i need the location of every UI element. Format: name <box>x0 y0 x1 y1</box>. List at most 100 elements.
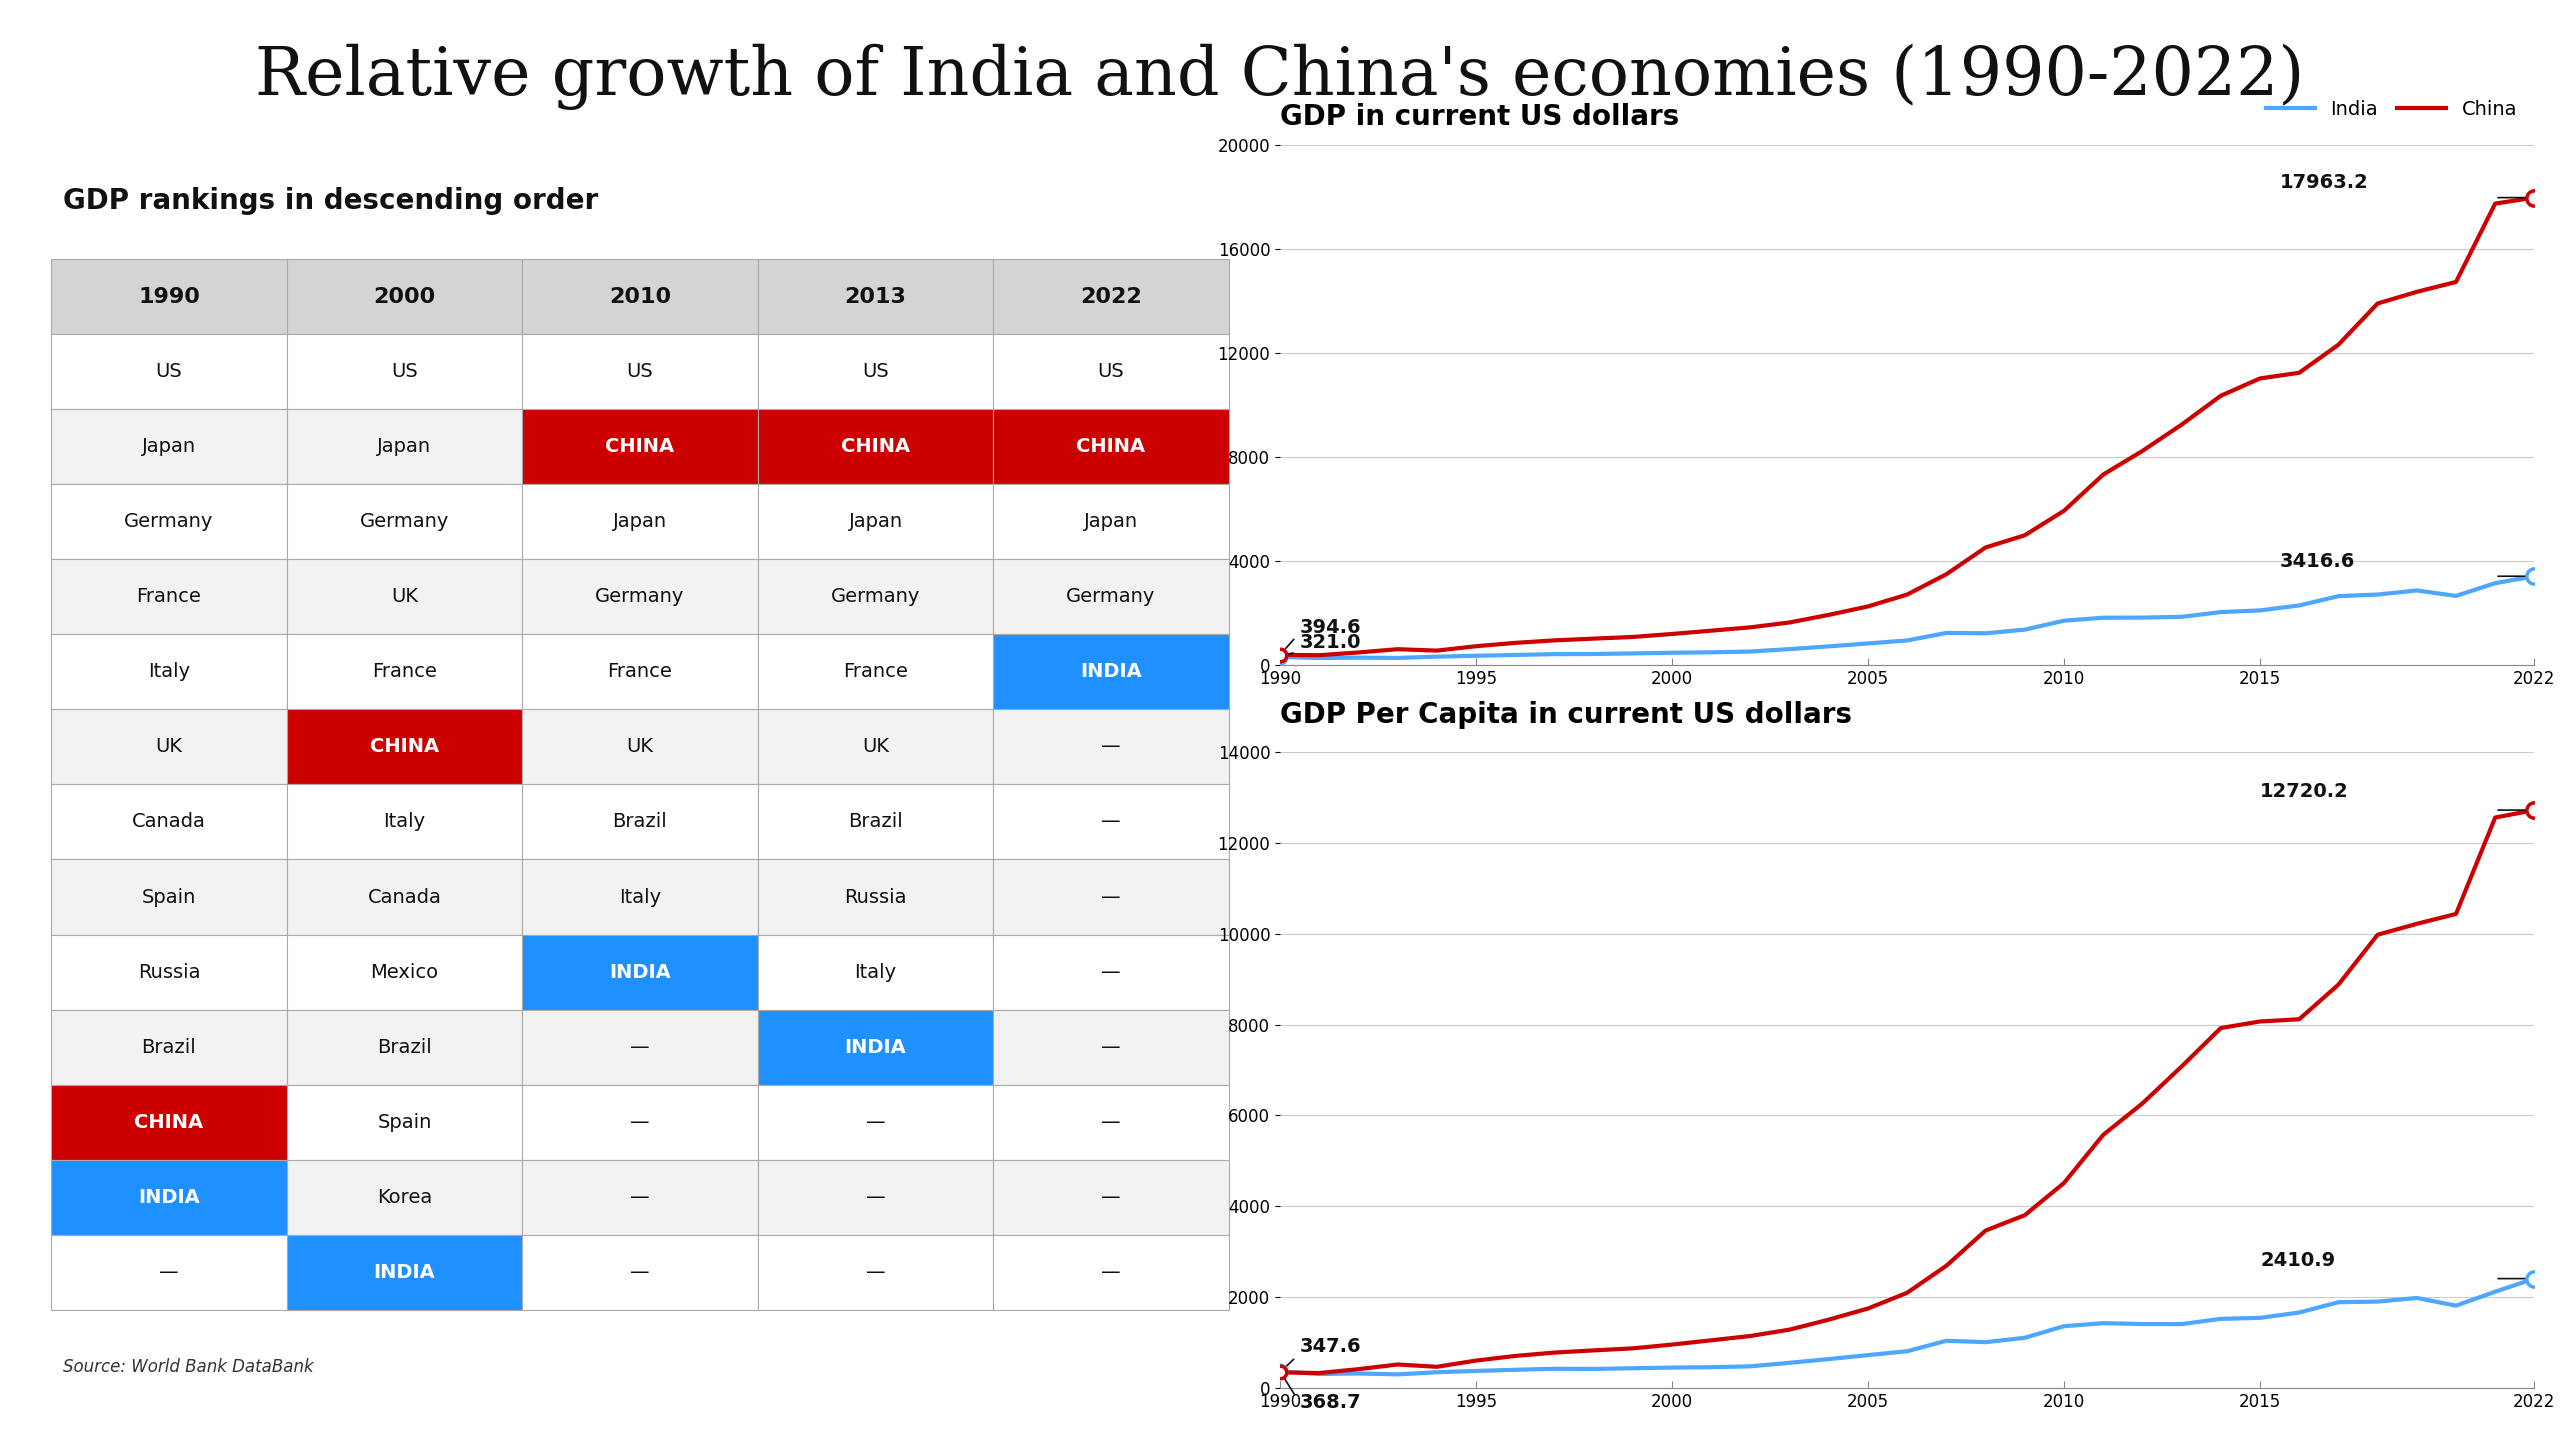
Bar <box>522 1009 758 1084</box>
Text: GDP rankings in descending order: GDP rankings in descending order <box>64 187 599 215</box>
Text: —: — <box>630 1187 650 1206</box>
Text: CHINA: CHINA <box>840 437 911 457</box>
Text: France: France <box>136 587 202 606</box>
Bar <box>758 259 993 334</box>
Bar <box>522 784 758 859</box>
Text: 2022: 2022 <box>1080 286 1142 307</box>
Bar <box>522 484 758 560</box>
Text: 2410.9: 2410.9 <box>2260 1251 2335 1270</box>
Bar <box>758 334 993 409</box>
Text: Spain: Spain <box>376 1112 433 1132</box>
Text: UK: UK <box>863 737 888 756</box>
Bar <box>287 784 522 859</box>
Bar <box>993 484 1229 560</box>
Bar <box>287 1235 522 1310</box>
Text: US: US <box>156 363 182 382</box>
Text: —: — <box>1101 1262 1121 1281</box>
Text: 321.0: 321.0 <box>1300 632 1362 652</box>
Bar <box>522 859 758 934</box>
Text: 347.6: 347.6 <box>1300 1338 1362 1356</box>
Text: Canada: Canada <box>369 888 440 907</box>
Text: UK: UK <box>627 737 653 756</box>
Bar <box>993 259 1229 334</box>
Text: —: — <box>865 1262 886 1281</box>
Text: INDIA: INDIA <box>609 963 671 982</box>
Bar <box>51 259 287 334</box>
Text: Brazil: Brazil <box>612 813 668 831</box>
Text: 2013: 2013 <box>845 286 906 307</box>
Bar <box>522 1084 758 1160</box>
Bar <box>522 635 758 710</box>
Bar <box>522 560 758 635</box>
Text: Mexico: Mexico <box>371 963 438 982</box>
Text: GDP in current US dollars: GDP in current US dollars <box>1280 103 1679 132</box>
Bar <box>51 560 287 635</box>
Text: 394.6: 394.6 <box>1300 617 1362 636</box>
Text: Germany: Germany <box>832 587 919 606</box>
Bar <box>522 259 758 334</box>
Text: France: France <box>371 662 438 681</box>
Bar <box>522 1160 758 1235</box>
Bar <box>758 1160 993 1235</box>
Text: Italy: Italy <box>148 662 189 681</box>
Bar <box>287 1009 522 1084</box>
Bar <box>51 934 287 1009</box>
Bar <box>993 1009 1229 1084</box>
Text: Japan: Japan <box>612 512 668 531</box>
Text: Russia: Russia <box>845 888 906 907</box>
Text: CHINA: CHINA <box>133 1112 205 1132</box>
Text: Japan: Japan <box>141 437 197 457</box>
Text: 368.7: 368.7 <box>1300 1394 1362 1413</box>
Text: 2010: 2010 <box>609 286 671 307</box>
Text: France: France <box>607 662 673 681</box>
Text: —: — <box>1101 737 1121 756</box>
Bar <box>993 859 1229 934</box>
Text: Brazil: Brazil <box>847 813 904 831</box>
Bar <box>51 710 287 784</box>
Bar <box>522 710 758 784</box>
Text: US: US <box>627 363 653 382</box>
Bar <box>522 334 758 409</box>
Text: 12720.2: 12720.2 <box>2260 782 2348 801</box>
Text: Spain: Spain <box>141 888 197 907</box>
Text: —: — <box>159 1262 179 1281</box>
Text: —: — <box>865 1112 886 1132</box>
Text: US: US <box>392 363 417 382</box>
Text: Canada: Canada <box>133 813 205 831</box>
Text: Germany: Germany <box>1068 587 1155 606</box>
Text: Italy: Italy <box>620 888 660 907</box>
Text: 3416.6: 3416.6 <box>2278 552 2355 571</box>
Bar <box>287 409 522 484</box>
Bar <box>51 635 287 710</box>
Text: —: — <box>630 1262 650 1281</box>
Bar <box>758 560 993 635</box>
Bar <box>993 635 1229 710</box>
Text: Germany: Germany <box>596 587 684 606</box>
Text: US: US <box>1098 363 1124 382</box>
Text: CHINA: CHINA <box>604 437 676 457</box>
Bar <box>993 1235 1229 1310</box>
Bar <box>993 409 1229 484</box>
Bar <box>51 784 287 859</box>
Text: US: US <box>863 363 888 382</box>
Text: Source: World Bank DataBank: Source: World Bank DataBank <box>64 1358 315 1377</box>
Text: 17963.2: 17963.2 <box>2278 174 2368 192</box>
Bar <box>758 1235 993 1310</box>
Text: —: — <box>1101 1112 1121 1132</box>
Bar <box>758 484 993 560</box>
Bar <box>522 934 758 1009</box>
Text: —: — <box>1101 813 1121 831</box>
Text: 2000: 2000 <box>374 286 435 307</box>
Bar <box>51 409 287 484</box>
Text: INDIA: INDIA <box>138 1187 200 1206</box>
Bar <box>287 710 522 784</box>
Bar <box>522 1235 758 1310</box>
Bar <box>51 1160 287 1235</box>
Bar <box>993 934 1229 1009</box>
Text: —: — <box>630 1038 650 1057</box>
Bar <box>51 484 287 560</box>
Text: Germany: Germany <box>361 512 448 531</box>
Text: Japan: Japan <box>376 437 433 457</box>
Text: Brazil: Brazil <box>141 1038 197 1057</box>
Bar <box>758 409 993 484</box>
